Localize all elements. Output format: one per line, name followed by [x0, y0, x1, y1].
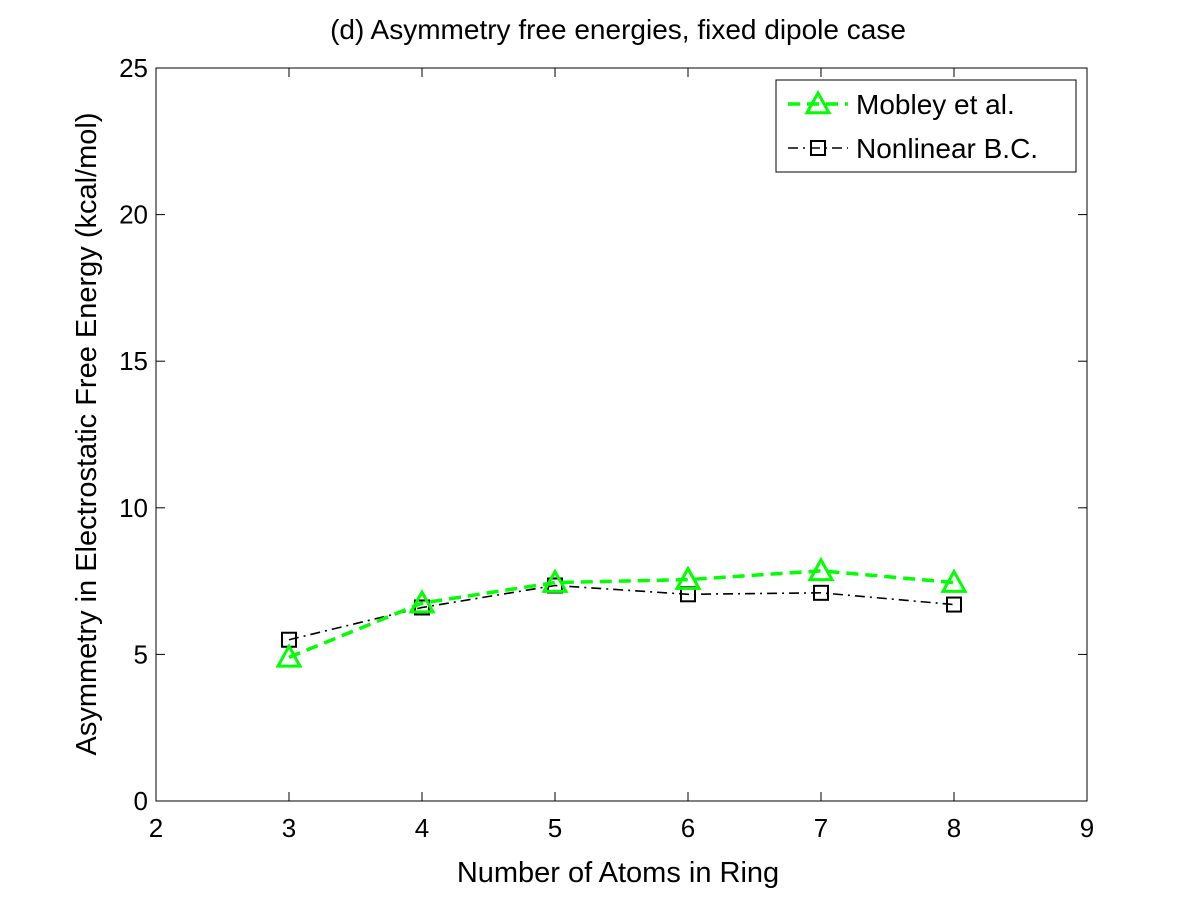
x-tick-label: 6 — [681, 813, 695, 843]
y-axis-title: Asymmetry in Electrostatic Free Energy (… — [71, 113, 103, 756]
plot-area — [156, 68, 1087, 801]
y-tick-label: 0 — [134, 786, 148, 816]
y-tick-label: 10 — [119, 493, 148, 523]
x-tick-label: 3 — [282, 813, 296, 843]
y-tick-label: 25 — [119, 53, 148, 83]
y-tick-label: 20 — [119, 200, 148, 230]
x-tick-label: 9 — [1080, 813, 1094, 843]
x-tick-label: 8 — [947, 813, 961, 843]
y-tick-label: 5 — [134, 639, 148, 669]
legend-label: Nonlinear B.C. — [856, 133, 1038, 164]
y-tick-label: 15 — [119, 346, 148, 376]
x-tick-label: 4 — [415, 813, 429, 843]
legend-label: Mobley et al. — [856, 89, 1015, 120]
x-tick-label: 7 — [814, 813, 828, 843]
x-tick-label: 5 — [548, 813, 562, 843]
x-tick-label: 2 — [149, 813, 163, 843]
x-axis-title: Number of Atoms in Ring — [457, 857, 779, 889]
chart-title: (d) Asymmetry free energies, fixed dipol… — [330, 14, 906, 45]
legend: Mobley et al. Nonlinear B.C. — [776, 80, 1076, 172]
